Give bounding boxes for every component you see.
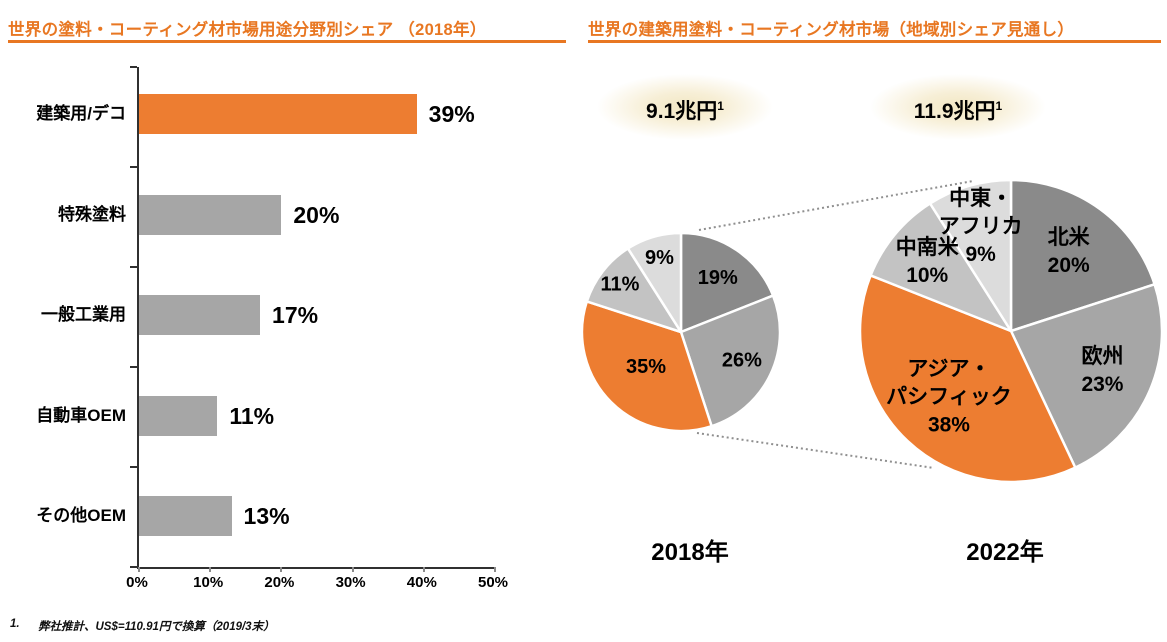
left-title-underline bbox=[8, 40, 566, 43]
bar-category-label-4: 自動車OEM bbox=[36, 405, 126, 425]
bar-chart-x-axis-labels: 0% 10% 20% 30% 40% 50% bbox=[126, 574, 508, 594]
bar-value-label-4: 11% bbox=[229, 402, 275, 429]
bar-value-label-2: 20% bbox=[293, 201, 340, 228]
expansion-connector-line-1 bbox=[698, 180, 974, 231]
pie-2018-slice-5 bbox=[626, 231, 683, 334]
pie-2018-slice-label-2: 26% bbox=[722, 350, 762, 372]
x-axis-tick-label: 50% bbox=[477, 574, 509, 591]
pie-2018-slice-label-5: 9% bbox=[645, 247, 674, 269]
x-axis-tick bbox=[422, 567, 425, 572]
pie-2022-slice-4 bbox=[869, 202, 1013, 333]
x-axis-tick bbox=[494, 567, 496, 572]
bar-chart-title: 世界の塗料・コーティング材市場用途分野別シェア （2018年） bbox=[8, 21, 487, 39]
pie-2018-slice-4 bbox=[585, 247, 683, 334]
footnote: 1. 弊社推計、US$=110.91円で換算（2019/3末） bbox=[10, 618, 275, 634]
bar-category-label-2: 特殊塗料 bbox=[58, 204, 126, 224]
bar-chart-plot-area: 39% 20% 17% 11% 13% bbox=[130, 66, 496, 572]
footnote-number: 1. bbox=[10, 618, 20, 630]
pie-2018-slice-label-1: 19% bbox=[698, 267, 738, 289]
pie-chart-title: 世界の建築用塗料・コーティング材市場（地域別シェア見通し） bbox=[588, 21, 1075, 39]
bar-category-label-5: その他OEM bbox=[36, 506, 126, 526]
expansion-connector-line-2 bbox=[696, 432, 935, 469]
y-axis-tick bbox=[130, 466, 137, 468]
pie-2022-year-label: 2022年 bbox=[966, 539, 1044, 566]
pie-2018-slice-2 bbox=[679, 294, 782, 428]
bar-value-label-5: 13% bbox=[243, 503, 290, 530]
bar-2 bbox=[139, 194, 282, 235]
total-2022-label: 11.9兆円1 bbox=[848, 95, 1068, 125]
x-axis-tick-label: 0% bbox=[126, 574, 148, 591]
x-axis-tick bbox=[138, 567, 140, 572]
bar-chart-category-labels: 建築用/デコ特殊塗料一般工業用自動車OEM その他OEM bbox=[0, 67, 126, 567]
total-2018-footnote-ref: 1 bbox=[717, 99, 724, 113]
pie-2022-slice-2 bbox=[1009, 283, 1164, 469]
pie-2022-slice-1 bbox=[1009, 178, 1156, 333]
pie-2022-slice-label-5: 中東・アフリカ 9% bbox=[939, 187, 1023, 266]
pie-2022-slice-label-4: 中南米 10% bbox=[896, 235, 960, 287]
total-2022-glow bbox=[870, 74, 1046, 140]
y-axis-tick bbox=[130, 566, 137, 568]
bar-value-label-1: 39% bbox=[428, 101, 475, 127]
right-title-underline bbox=[588, 40, 1161, 43]
total-2022-footnote-ref: 1 bbox=[995, 99, 1003, 113]
total-2018-glow bbox=[597, 74, 773, 140]
x-axis-tick-label: 20% bbox=[264, 574, 295, 591]
pie-2022-slice-3 bbox=[858, 274, 1077, 484]
pie-2018-slice-label-4: 11% bbox=[601, 274, 640, 296]
y-axis-tick bbox=[130, 366, 137, 368]
pie-2018-year-label: 2018年 bbox=[651, 539, 729, 566]
bar-value-label-3: 17% bbox=[272, 302, 319, 329]
y-axis-tick bbox=[130, 166, 137, 168]
y-axis-tick bbox=[130, 266, 137, 268]
x-axis-tick bbox=[351, 567, 354, 572]
pie-2022-slice-label-2: 欧州 23% bbox=[1081, 344, 1123, 396]
x-axis-tick bbox=[209, 567, 212, 572]
bar-category-label-3: 一般工業用 bbox=[41, 305, 126, 325]
bar-1 bbox=[139, 94, 417, 134]
total-2018-value: 9.1兆円 bbox=[646, 100, 718, 123]
x-axis-tick bbox=[280, 567, 283, 572]
x-axis-tick-label: 10% bbox=[193, 574, 224, 591]
pie-2022-slice-label-1: 北米 20% bbox=[1048, 226, 1091, 277]
footnote-text: 弊社推計、US$=110.91円で換算（2019/3末） bbox=[38, 621, 275, 633]
total-2022-value: 11.9兆円 bbox=[913, 100, 996, 123]
bar-3 bbox=[139, 295, 261, 336]
y-axis-tick bbox=[130, 66, 137, 68]
bar-4 bbox=[139, 395, 218, 436]
x-axis-tick-label: 30% bbox=[335, 574, 366, 591]
x-axis-tick-label: 40% bbox=[406, 574, 437, 591]
pie-2022-slice-5 bbox=[928, 178, 1013, 333]
pie-2022-slice-label-3: アジア・パシフィック 38% bbox=[886, 358, 1012, 437]
pie-2018-slice-label-3: 35% bbox=[626, 356, 666, 378]
bar-category-label-1: 建築用/デコ bbox=[36, 104, 126, 123]
bar-5 bbox=[139, 496, 232, 537]
pie-2018-slice-1 bbox=[679, 231, 775, 334]
pie-2018-slice-3 bbox=[580, 300, 713, 433]
total-2018-label: 9.1兆円1 bbox=[575, 95, 795, 125]
